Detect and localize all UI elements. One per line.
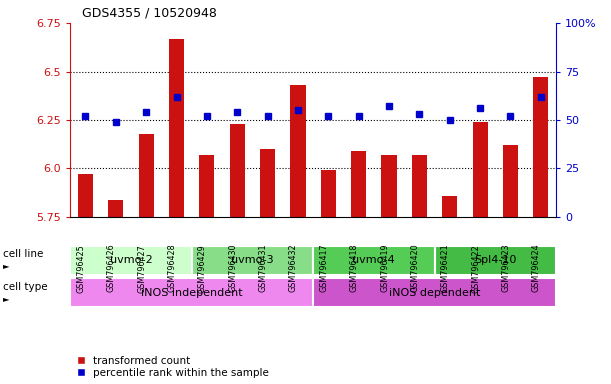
Text: GSM796428: GSM796428	[167, 244, 177, 293]
Text: GSM796420: GSM796420	[411, 244, 419, 293]
Legend: transformed count, percentile rank within the sample: transformed count, percentile rank withi…	[76, 355, 270, 379]
Text: GSM796418: GSM796418	[349, 244, 359, 292]
Text: GSM796425: GSM796425	[76, 244, 86, 293]
Text: iNOS independent: iNOS independent	[141, 288, 243, 298]
Text: iNOS dependent: iNOS dependent	[389, 288, 480, 298]
Bar	[412, 155, 427, 217]
Text: ►: ►	[3, 262, 10, 270]
Bar	[434, 246, 556, 275]
Text: GSM796432: GSM796432	[289, 244, 298, 293]
Bar	[533, 77, 549, 217]
Bar	[70, 278, 313, 307]
Bar	[169, 38, 184, 217]
Bar	[313, 278, 556, 307]
Bar	[472, 122, 488, 217]
Text: GSM796426: GSM796426	[107, 244, 116, 293]
Text: GDS4355 / 10520948: GDS4355 / 10520948	[82, 6, 218, 19]
Bar	[78, 174, 93, 217]
Bar	[108, 200, 123, 217]
Text: GSM796417: GSM796417	[320, 244, 328, 293]
Text: GSM796430: GSM796430	[229, 244, 237, 292]
Bar	[503, 145, 518, 217]
Bar	[70, 246, 192, 275]
Text: GSM796423: GSM796423	[502, 244, 510, 293]
Text: GSM796429: GSM796429	[198, 244, 207, 293]
Bar	[321, 170, 336, 217]
Text: GSM796421: GSM796421	[441, 244, 450, 293]
Text: cell type: cell type	[3, 282, 48, 292]
Bar	[260, 149, 275, 217]
Text: Spl4-10: Spl4-10	[474, 255, 516, 265]
Bar	[139, 134, 154, 217]
Text: GSM796422: GSM796422	[471, 244, 480, 293]
Text: GSM796424: GSM796424	[532, 244, 541, 293]
Text: uvmo-2: uvmo-2	[109, 255, 152, 265]
Text: uvmo-3: uvmo-3	[231, 255, 274, 265]
Bar	[230, 124, 245, 217]
Bar	[313, 246, 434, 275]
Bar	[199, 155, 214, 217]
Text: GSM796427: GSM796427	[137, 244, 146, 293]
Text: GSM796419: GSM796419	[380, 244, 389, 293]
Bar	[442, 195, 458, 217]
Bar	[351, 151, 366, 217]
Bar	[381, 155, 397, 217]
Text: cell line: cell line	[3, 249, 43, 260]
Text: uvmo-4: uvmo-4	[353, 255, 395, 265]
Bar	[290, 85, 306, 217]
Bar	[192, 246, 313, 275]
Text: ►: ►	[3, 294, 10, 303]
Text: GSM796431: GSM796431	[258, 244, 268, 292]
